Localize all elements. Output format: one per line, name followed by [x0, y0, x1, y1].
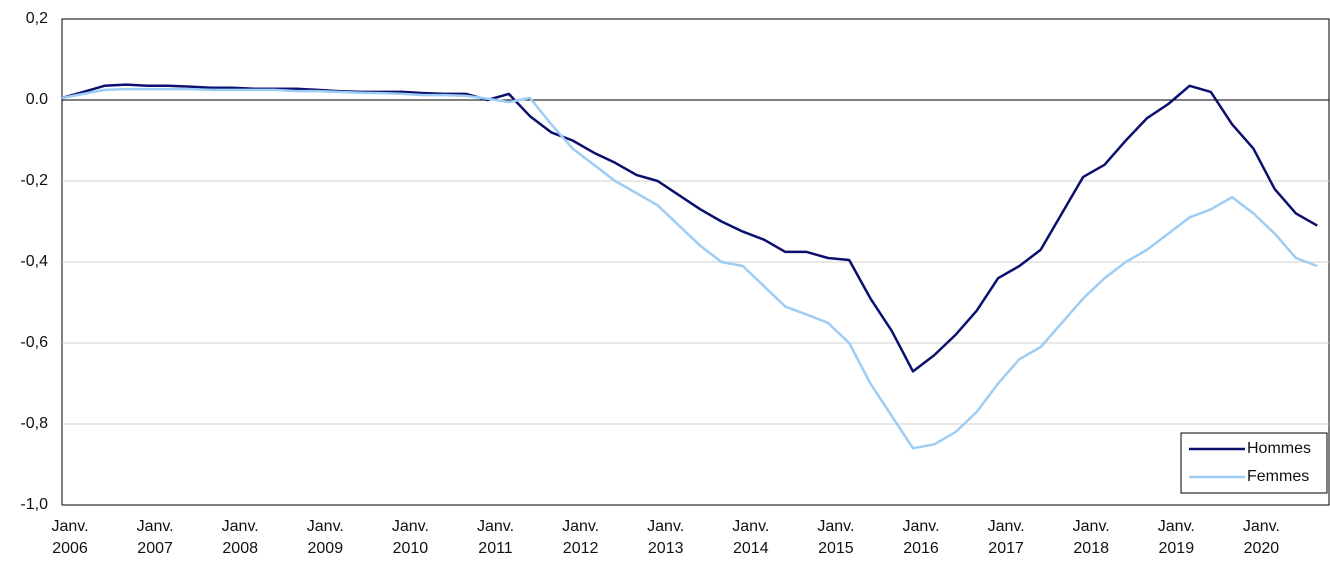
legend-label: Femmes	[1247, 468, 1309, 485]
x-tick-label: Janv. 2015	[817, 518, 854, 557]
x-tick-label: Janv. 2019	[1158, 518, 1195, 557]
legend	[1180, 432, 1328, 494]
x-tick-label: Janv. 2013	[647, 518, 684, 557]
x-tick-label: Janv. 2017	[988, 518, 1025, 557]
y-tick-label: 0.0	[26, 91, 48, 108]
x-tick-label: Janv. 2014	[732, 518, 769, 557]
x-tick-label: Janv. 2012	[562, 518, 599, 557]
x-tick-label: Janv. 2010	[392, 518, 429, 557]
y-tick-label: -0,4	[20, 253, 48, 270]
x-tick-label: Janv. 2020	[1243, 518, 1280, 557]
y-tick-label: -1,0	[20, 496, 48, 513]
y-tick-label: -0,6	[20, 334, 48, 351]
legend-label: Hommes	[1247, 440, 1311, 457]
y-tick-label: -0,2	[20, 172, 48, 189]
x-tick-label: Janv. 2016	[902, 518, 939, 557]
x-tick-label: Janv. 2008	[222, 518, 259, 557]
x-tick-label: Janv. 2009	[307, 518, 344, 557]
x-tick-label: Janv. 2018	[1073, 518, 1110, 557]
x-tick-label: Janv. 2011	[477, 518, 514, 557]
x-tick-label: Janv. 2006	[51, 518, 88, 557]
y-tick-label: 0,2	[26, 10, 48, 27]
x-tick-label: Janv. 2007	[137, 518, 174, 557]
line-series	[61, 87, 1318, 450]
y-tick-label: -0,8	[20, 415, 48, 432]
